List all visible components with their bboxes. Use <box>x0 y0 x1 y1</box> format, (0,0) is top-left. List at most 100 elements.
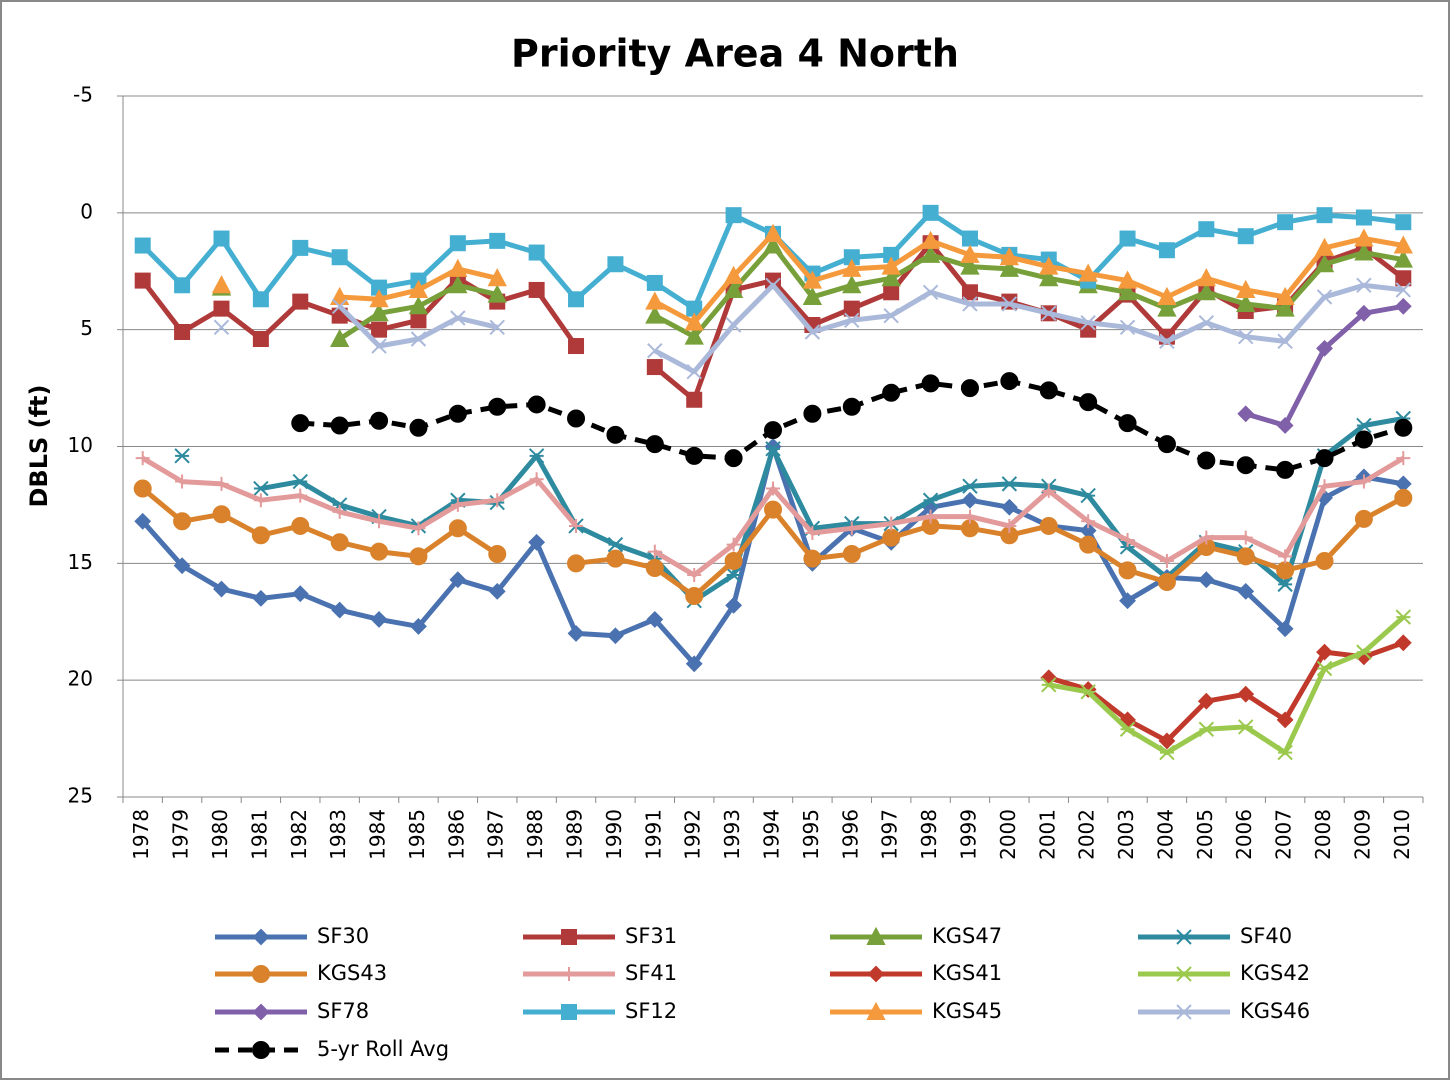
marker <box>291 516 310 535</box>
x-tick-label: 1981 <box>247 809 271 860</box>
marker <box>866 926 886 945</box>
marker <box>291 414 310 433</box>
marker <box>960 379 979 398</box>
marker <box>213 230 230 247</box>
legend-item: SF78 <box>215 999 369 1023</box>
marker <box>1395 282 1412 298</box>
marker <box>803 404 822 423</box>
marker <box>527 395 546 414</box>
marker <box>646 359 663 376</box>
marker <box>561 1004 577 1020</box>
legend-label: SF31 <box>625 924 677 948</box>
x-tick-label: 1993 <box>720 809 744 860</box>
marker <box>843 300 860 317</box>
x-tick-label: 1998 <box>917 809 941 860</box>
legend-item: KGS41 <box>830 961 1002 985</box>
marker <box>1393 235 1413 254</box>
marker <box>1394 488 1413 507</box>
marker <box>1079 393 1098 412</box>
marker <box>561 929 577 945</box>
marker <box>450 310 466 326</box>
x-tick-label: 1997 <box>878 809 902 860</box>
marker <box>1199 530 1214 545</box>
legend-label: 5-yr Roll Avg <box>317 1037 449 1061</box>
marker <box>568 291 585 308</box>
marker <box>922 284 939 300</box>
legend-item: KGS46 <box>1138 999 1310 1023</box>
marker <box>962 296 978 312</box>
marker <box>1198 721 1215 737</box>
marker <box>1119 592 1136 610</box>
marker <box>1119 319 1136 336</box>
x-tick-label: 1988 <box>523 809 547 860</box>
marker <box>1355 304 1373 322</box>
marker <box>448 404 467 423</box>
marker <box>1157 435 1176 454</box>
marker <box>842 275 862 294</box>
marker <box>567 554 586 573</box>
legend-item: SF30 <box>215 924 369 948</box>
marker <box>645 559 664 578</box>
marker <box>1356 644 1372 660</box>
legend-label: KGS42 <box>1240 961 1310 985</box>
marker <box>449 571 467 589</box>
marker <box>330 533 349 552</box>
marker <box>449 235 466 252</box>
x-tick-label: 1979 <box>169 809 193 860</box>
marker <box>1395 214 1412 231</box>
legend-label: KGS43 <box>317 961 387 985</box>
marker <box>842 544 861 563</box>
marker <box>1396 451 1411 466</box>
marker <box>1277 214 1294 231</box>
marker <box>1159 333 1175 350</box>
y-tick-label: 20 <box>68 667 93 691</box>
marker <box>725 317 742 333</box>
x-tick-label: 1982 <box>287 809 311 860</box>
marker <box>251 526 270 545</box>
marker <box>1354 509 1373 528</box>
marker <box>920 244 941 263</box>
marker <box>1238 328 1254 345</box>
marker <box>1316 289 1333 305</box>
marker <box>1039 516 1058 535</box>
marker <box>920 230 941 249</box>
marker <box>411 521 426 536</box>
marker <box>883 284 900 301</box>
legend-label: KGS46 <box>1240 999 1310 1023</box>
marker <box>174 324 191 341</box>
marker <box>999 258 1020 277</box>
marker <box>1039 256 1059 275</box>
marker <box>1236 456 1255 475</box>
marker <box>1237 405 1255 423</box>
marker <box>725 207 742 224</box>
marker <box>1158 732 1176 750</box>
marker <box>684 326 704 345</box>
legend-item: KGS45 <box>830 999 1002 1023</box>
marker <box>686 364 702 380</box>
marker <box>962 509 977 524</box>
marker <box>725 596 743 614</box>
x-tick-label: 2002 <box>1075 809 1099 860</box>
legend-item: SF12 <box>523 999 677 1023</box>
marker <box>867 965 885 983</box>
marker <box>448 519 467 538</box>
marker <box>844 521 859 536</box>
marker <box>410 331 427 347</box>
marker <box>1117 270 1138 289</box>
marker <box>1314 237 1335 256</box>
marker <box>842 258 862 277</box>
marker <box>292 293 309 310</box>
marker <box>1316 339 1333 357</box>
marker <box>802 270 823 289</box>
marker <box>866 1001 886 1020</box>
y-tick-label: -5 <box>73 83 93 107</box>
marker <box>607 256 624 273</box>
marker <box>1276 711 1294 729</box>
marker <box>1355 209 1372 226</box>
marker <box>1196 282 1216 301</box>
marker <box>1197 451 1216 470</box>
marker <box>568 338 585 355</box>
marker <box>489 232 506 249</box>
marker <box>332 504 347 519</box>
marker <box>1120 532 1135 547</box>
